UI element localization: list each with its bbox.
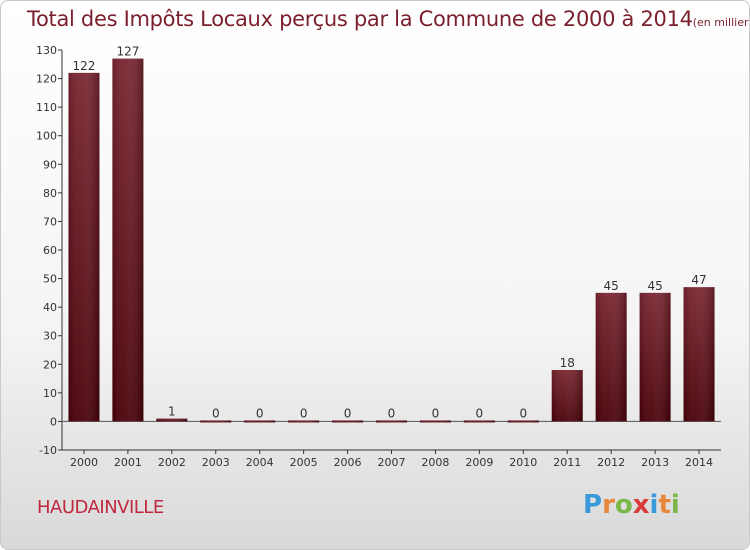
chart-title-unit: (en milliers d'€) — [692, 16, 749, 29]
x-tick-label: 2004 — [246, 456, 274, 469]
bar-shade — [683, 287, 715, 422]
bar-value-label: 0 — [256, 406, 264, 420]
bar-shade — [244, 420, 276, 423]
y-tick-label: 100 — [36, 130, 57, 143]
proxiti-logo: Proxiti — [583, 490, 680, 520]
y-tick-label: 50 — [43, 273, 57, 286]
bar-value-label: 127 — [116, 45, 139, 59]
x-tick-label: 2003 — [202, 456, 230, 469]
bar-shade — [332, 420, 364, 423]
y-tick-label: 120 — [36, 73, 57, 86]
y-tick-label: 80 — [43, 187, 57, 200]
x-tick-label: 2005 — [290, 456, 318, 469]
logo-letter: o — [614, 490, 633, 520]
bar-value-label: 18 — [560, 356, 575, 370]
bar-value-label: 0 — [344, 406, 352, 420]
x-tick-label: 2002 — [158, 456, 186, 469]
bar-shade — [288, 420, 320, 423]
y-tick-label: 60 — [43, 244, 57, 257]
logo-letter: i — [670, 490, 680, 520]
y-tick-label: -10 — [39, 444, 57, 457]
y-tick-label: 130 — [36, 44, 57, 57]
logo-letter: i — [649, 490, 659, 520]
y-tick-label: 90 — [43, 158, 57, 171]
bar-shade — [595, 292, 627, 422]
bar-value-label: 0 — [212, 406, 220, 420]
x-tick-label: 2000 — [70, 456, 98, 469]
bar-value-label: 0 — [388, 406, 396, 420]
bar-shade — [156, 418, 188, 422]
y-tick-label: 30 — [43, 330, 57, 343]
commune-name: HAUDAINVILLE — [37, 497, 164, 518]
bar-value-label: 0 — [300, 406, 308, 420]
bar-shade — [376, 420, 407, 423]
bar-value-label: 1 — [168, 405, 176, 419]
bar-shade — [68, 72, 100, 422]
bar-value-label: 0 — [476, 406, 484, 420]
bar-shade — [507, 420, 539, 423]
x-tick-label: 2007 — [378, 456, 406, 469]
y-tick-label: 10 — [43, 387, 57, 400]
bar-value-label: 45 — [604, 279, 619, 293]
bar-shade — [419, 420, 451, 423]
logo-letter: P — [583, 490, 603, 520]
y-tick-label: 110 — [36, 101, 57, 114]
x-tick-label: 2010 — [509, 456, 537, 469]
y-tick-label: 20 — [43, 358, 57, 371]
bar-value-label: 0 — [519, 406, 527, 420]
bar-value-label: 45 — [647, 279, 662, 293]
logo-letter: x — [632, 490, 650, 520]
y-tick-label: 40 — [43, 301, 57, 314]
x-tick-label: 2014 — [685, 456, 713, 469]
bar-value-label: 122 — [73, 59, 96, 73]
x-tick-label: 2009 — [465, 456, 493, 469]
bar-shade — [463, 420, 495, 423]
x-tick-label: 2013 — [641, 456, 669, 469]
x-tick-label: 2011 — [553, 456, 581, 469]
y-tick-label: 0 — [50, 415, 57, 428]
logo-letter: r — [602, 490, 615, 520]
bar-shade — [200, 420, 232, 423]
bar-value-label: 0 — [432, 406, 440, 420]
chart-title: Total des Impôts Locaux perçus par la Co… — [27, 7, 749, 31]
chart-title-text: Total des Impôts Locaux perçus par la Co… — [27, 7, 693, 31]
bar-shade — [639, 292, 671, 422]
x-tick-label: 2008 — [421, 456, 449, 469]
bar-shade — [551, 370, 583, 422]
y-tick-label: 70 — [43, 215, 57, 228]
logo-letter: t — [658, 490, 671, 520]
x-tick-label: 2006 — [334, 456, 362, 469]
bar-value-label: 47 — [691, 273, 706, 287]
bar-shade — [112, 58, 144, 422]
x-tick-label: 2001 — [114, 456, 142, 469]
bars: 122 127 1 0 0 0 0 0 0 0 0 18 45 45 47 — [68, 45, 715, 423]
x-tick-label: 2012 — [597, 456, 625, 469]
